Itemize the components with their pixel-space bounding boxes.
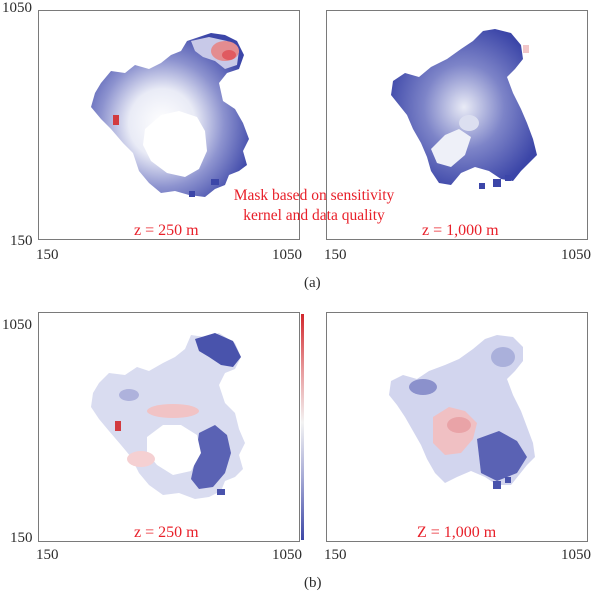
b-right-depth-label: Z = 1,000 m (417, 524, 497, 541)
a-right-x-left-tick: 150 (324, 247, 347, 263)
anomaly-blob (119, 389, 139, 401)
anomaly-blob (211, 179, 219, 185)
anomaly-region (391, 29, 537, 185)
b-left-depth-label: z = 250 m (134, 524, 199, 541)
b-left-y-bottom-tick: 150 (10, 530, 33, 546)
anomaly-blob (147, 425, 201, 475)
map-a-z1000: z = 1,000 m (326, 10, 588, 240)
mask-annotation-line1: Mask based on sensitivity (233, 187, 395, 204)
anomaly-blob (115, 421, 121, 431)
map-b-z250-plot (91, 333, 245, 499)
anomaly-blob (189, 191, 195, 197)
b-right-x-left-tick: 150 (324, 547, 347, 563)
anomaly-blob (113, 115, 119, 125)
anomaly-blob (491, 347, 515, 367)
b-left-x-left-tick: 150 (36, 547, 59, 563)
panel-b-caption: (b) (304, 575, 322, 591)
anomaly-blob (493, 481, 501, 489)
a-left-x-right-tick: 1050 (272, 247, 302, 263)
anomaly-blob (195, 333, 241, 367)
a-left-y-top-tick: 1050 (2, 0, 32, 16)
anomaly-blob (523, 45, 529, 53)
anomaly-blob (143, 111, 207, 177)
anomaly-blob (191, 425, 231, 489)
a-left-y-bottom-tick: 150 (10, 233, 33, 249)
a-left-depth-label: z = 250 m (134, 222, 199, 239)
anomaly-blob (409, 379, 437, 395)
anomaly-blob (505, 477, 511, 483)
anomaly-blob (493, 179, 501, 187)
map-a-z1000-plot (391, 29, 537, 189)
mask-annotation-line2: kernel and data quality (243, 207, 385, 224)
anomaly-blob (477, 431, 527, 481)
anomaly-blob (217, 489, 225, 495)
colorbar (301, 314, 304, 540)
b-right-x-right-tick: 1050 (561, 547, 591, 563)
map-a-z250: z = 250 m (38, 10, 300, 240)
mask-annotation: Mask based on sensitivity kernel and dat… (218, 186, 410, 226)
map-b-z1000-plot (389, 335, 535, 489)
panel-a-caption: (a) (304, 275, 321, 291)
anomaly-blob (459, 115, 479, 131)
anomaly-blob (127, 451, 155, 467)
anomaly-blob (447, 417, 471, 433)
map-a-z250-plot (91, 33, 249, 197)
anomaly-blob (147, 404, 199, 418)
anomaly-blob (431, 129, 471, 167)
map-b-z250: z = 250 m (38, 312, 300, 542)
anomaly-blob (222, 50, 236, 60)
b-left-x-right-tick: 1050 (272, 547, 302, 563)
a-right-depth-label: z = 1,000 m (422, 222, 499, 239)
a-right-x-right-tick: 1050 (561, 247, 591, 263)
b-left-y-top-tick: 1050 (2, 317, 32, 333)
a-left-x-left-tick: 150 (36, 247, 59, 263)
map-b-z1000: Z = 1,000 m (326, 312, 588, 542)
anomaly-blob (505, 175, 511, 181)
anomaly-blob (479, 183, 485, 189)
